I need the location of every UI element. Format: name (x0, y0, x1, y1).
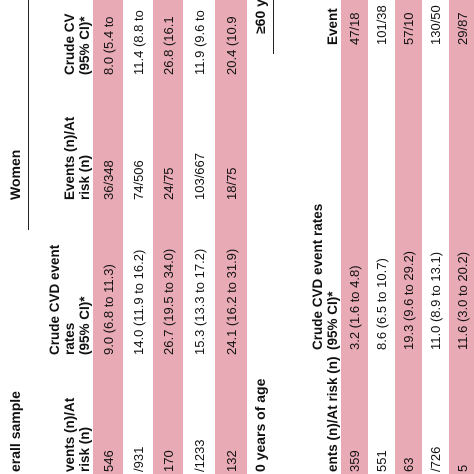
column-header: Crude CV (95% CI)* (62, 13, 92, 75)
table-cell: 3.2 (1.6 to 4.8) (347, 265, 362, 350)
table-cell: 132 (223, 450, 239, 472)
table-cell: 103/667 (191, 153, 207, 200)
table-cell: 74/506 (130, 160, 146, 200)
row-band (395, 0, 422, 474)
column-header: ents (n)/At risk (n) (325, 356, 340, 472)
table-cell: 18/75 (223, 167, 239, 200)
table-cell: 130/50 (428, 5, 443, 45)
table-cell: 11.6 (3.0 to 20.2) (455, 251, 470, 350)
column-header: Event (325, 8, 340, 45)
table-cell: 11.9 (9.6 to (191, 10, 207, 75)
group-rule (273, 0, 274, 54)
column-header: Crude CVD event rates (95% CI)* (310, 203, 340, 350)
table-cell: 8.0 (5.4 to (100, 16, 116, 75)
table-cell: /931 (130, 446, 146, 472)
table-cell: 36/348 (100, 160, 116, 200)
table-cell: 24/75 (160, 167, 176, 200)
table-cell: 14.0 (11.9 to 16.2) (130, 249, 146, 355)
table-cell: 5 (455, 464, 470, 472)
section-title: erall sample (7, 391, 23, 472)
table-cell: 63 (401, 457, 416, 472)
table-cell: 57/10 (401, 12, 416, 45)
table-cell: 11.4 (8.8 to (130, 10, 146, 75)
group-title: ≥60 y (252, 0, 268, 34)
row-band (449, 0, 474, 474)
column-header: Events (n)/At risk (n) (62, 116, 92, 200)
table-cell: 546 (100, 450, 116, 472)
table-cell: /726 (428, 446, 443, 472)
section-title: 0 years of age (252, 378, 268, 472)
table-cell: 15.3 (13.3 to 17.2) (191, 248, 207, 355)
table-cell: 170 (160, 450, 176, 472)
table-cell: 19.3 (9.6 to 29.2) (401, 250, 416, 350)
row-band (341, 0, 368, 474)
table-cell: 47/18 (347, 12, 362, 45)
table-cell: 26.8 (16.1 (160, 16, 176, 75)
column-header: vents (n)/At risk (n) (62, 397, 92, 472)
table-cell: 551 (374, 450, 389, 472)
table-cell: 29/87 (455, 12, 470, 45)
table-cell: 20.4 (10.9 (223, 16, 239, 75)
column-header: Crude CVD event rates (95% CI)* (47, 244, 92, 355)
table-cell: 359 (347, 450, 362, 472)
table-cell: /1233 (191, 439, 207, 472)
table-cell: 24.1 (16.2 to 31.9) (223, 248, 239, 355)
group-rule (28, 0, 29, 230)
table-cell: 26.7 (19.5 to 34.0) (160, 248, 176, 355)
table-cell: 11.0 (8.9 to 13.1) (428, 251, 443, 350)
table-cell: 9.0 (6.8 to 11.3) (100, 264, 116, 355)
table-cell: 8.6 (6.5 to 10.7) (374, 258, 389, 350)
group-title: Women (7, 149, 23, 200)
table-cell: 101/38 (374, 5, 389, 45)
